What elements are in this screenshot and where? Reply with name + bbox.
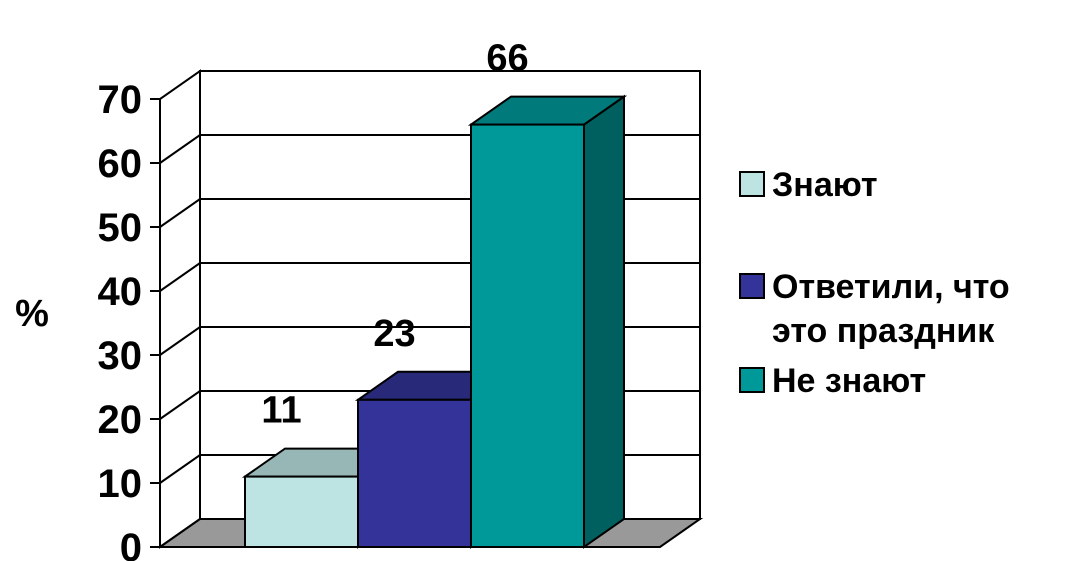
y-tick-label: 10 — [98, 462, 143, 506]
legend-item: Знают — [739, 166, 878, 204]
y-tick-label: 40 — [98, 270, 143, 314]
legend-swatch — [739, 171, 765, 197]
bars — [241, 94, 628, 549]
y-tick-label: 0 — [120, 526, 142, 561]
bar — [467, 94, 628, 549]
legend-swatch — [739, 367, 765, 393]
legend-label: Знают — [772, 166, 878, 204]
data-label: 11 — [261, 390, 301, 432]
legend-label: Ответили, что — [772, 268, 1010, 306]
legend-item: Не знают — [739, 362, 926, 400]
y-axis-label: % — [15, 293, 49, 335]
legend-label: это праздник — [772, 312, 995, 350]
y-tick-label: 20 — [98, 398, 143, 442]
y-tick-label: 30 — [98, 334, 143, 378]
y-tick-label: 50 — [98, 206, 143, 250]
y-tick-label: 70 — [98, 78, 143, 122]
bar-front — [357, 398, 472, 548]
y-axis: 0 10 20 30 40 50 60 70 — [98, 78, 161, 561]
legend-item: Ответили, что это праздник — [739, 268, 1010, 350]
data-label: 66 — [486, 38, 528, 80]
bar-side — [583, 94, 625, 549]
side-wall — [159, 69, 201, 549]
y-tick-label: 60 — [98, 142, 143, 186]
bar-front — [244, 475, 359, 549]
legend: Знают Ответили, что это праздник Не знают — [739, 166, 1010, 400]
data-labels: 11 23 66 — [261, 38, 528, 432]
bar-front — [470, 123, 585, 548]
data-label: 23 — [373, 313, 415, 355]
legend-swatch — [739, 273, 765, 299]
legend-label: Не знают — [772, 362, 926, 400]
